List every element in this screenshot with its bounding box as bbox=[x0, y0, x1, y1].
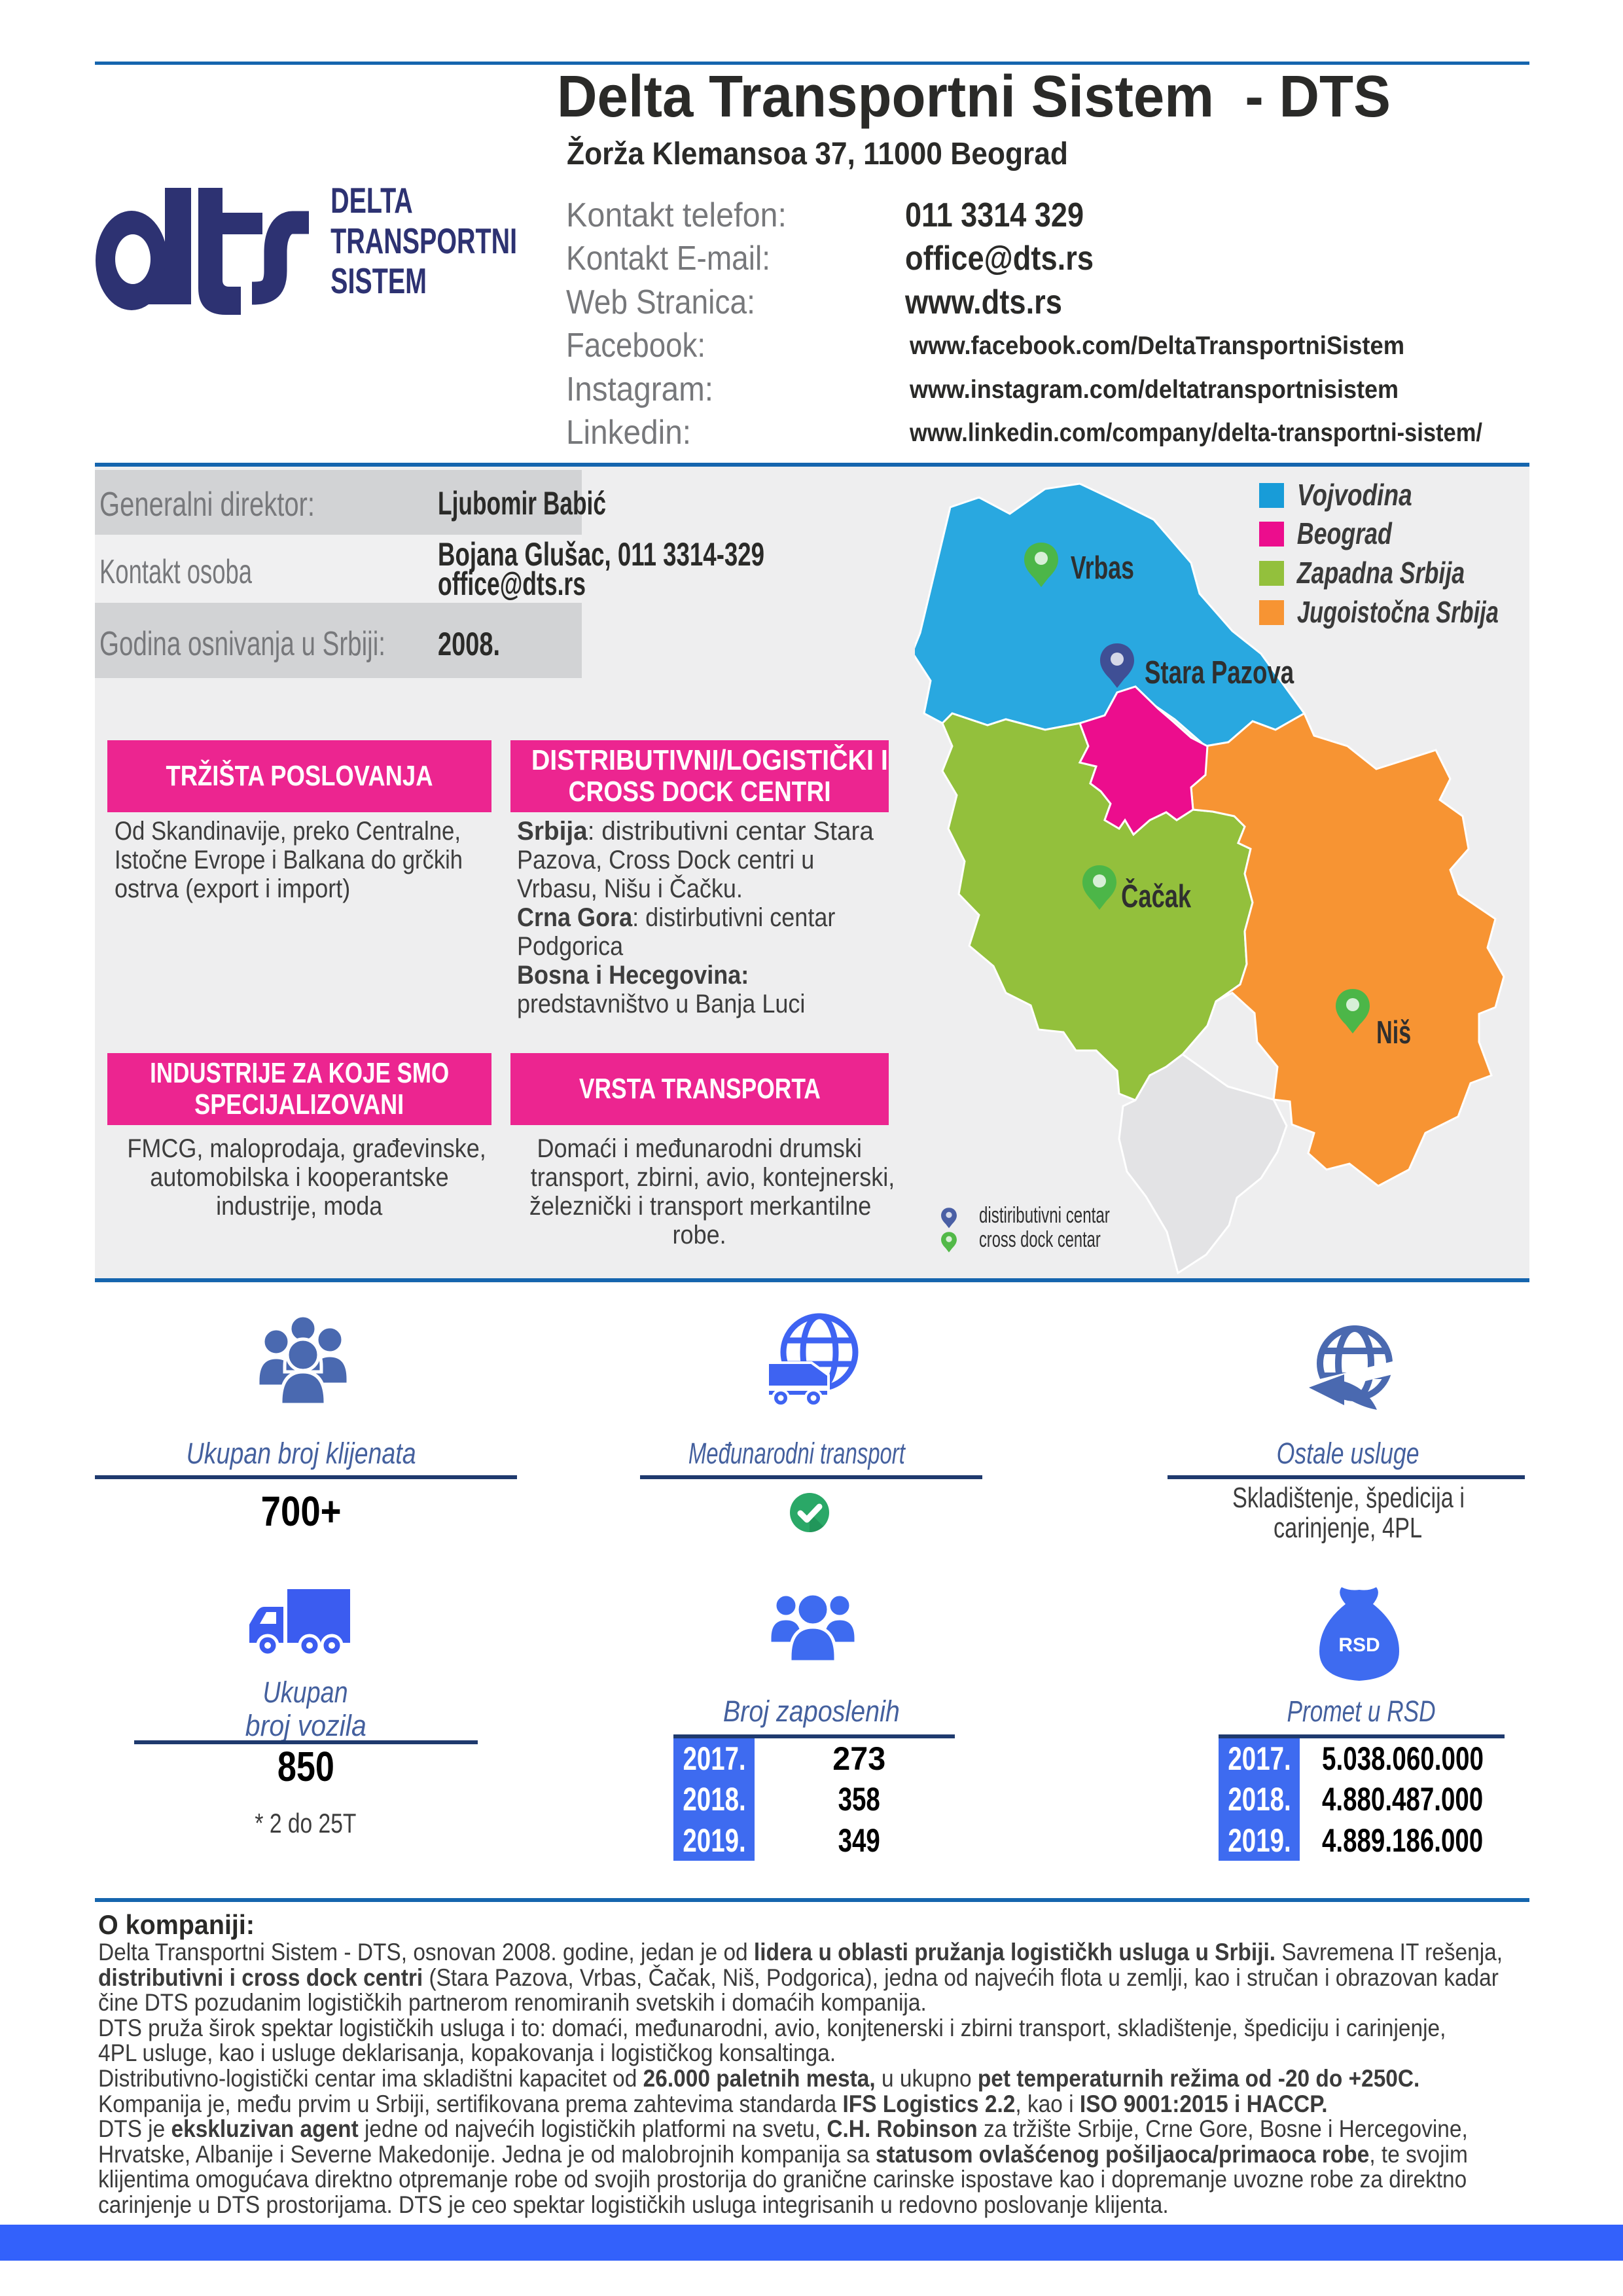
svg-text:SISTEM: SISTEM bbox=[330, 262, 427, 302]
svg-text:TRANSPORTNI: TRANSPORTNI bbox=[330, 222, 517, 262]
svg-text:Beograd: Beograd bbox=[1297, 517, 1393, 550]
svg-text:RSD: RSD bbox=[1338, 1634, 1380, 1656]
svg-text:Zapadna Srbija: Zapadna Srbija bbox=[1296, 556, 1465, 590]
svg-text:DELTA: DELTA bbox=[330, 181, 413, 221]
svg-text:Jugoistočna Srbija: Jugoistočna Srbija bbox=[1297, 595, 1499, 629]
svg-text:distiributivni centar: distiributivni centar bbox=[979, 1203, 1110, 1228]
svg-text:Vrbas: Vrbas bbox=[1071, 550, 1134, 586]
svg-text:Čačak: Čačak bbox=[1121, 878, 1192, 915]
svg-text:Niš: Niš bbox=[1376, 1014, 1411, 1050]
svg-text:Stara Pazova: Stara Pazova bbox=[1145, 655, 1294, 691]
svg-text:Vojvodina: Vojvodina bbox=[1297, 478, 1412, 512]
svg-text:cross dock centar: cross dock centar bbox=[979, 1227, 1101, 1252]
